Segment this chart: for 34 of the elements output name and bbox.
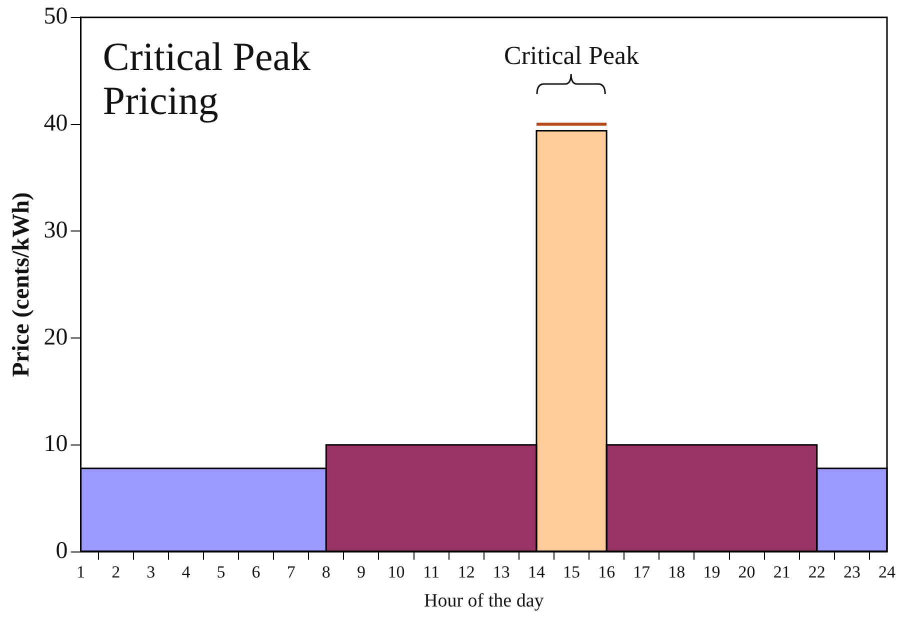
y-axis-title: Price (cents/kWh) <box>8 192 35 377</box>
x-tick-label: 17 <box>633 562 651 582</box>
text: Critical Peak Pricing <box>102 34 311 123</box>
x-tick-label: 18 <box>668 562 686 582</box>
x-tick-label: 8 <box>322 562 330 582</box>
x-tick-label: 16 <box>598 562 616 582</box>
x-tick-label: 10 <box>388 562 405 582</box>
x-tick-label: 23 <box>843 562 860 582</box>
x-tick-label: 3 <box>146 562 156 582</box>
x-tick-label: 20 <box>738 562 756 582</box>
x-tick-label: 22 <box>808 562 826 582</box>
x-tick-label: 9 <box>356 562 366 582</box>
annotation: Critical Peak <box>504 41 640 70</box>
x-tick-label: 24 <box>878 562 896 582</box>
x-tick-label: 7 <box>286 562 296 582</box>
x-tick-label: 15 <box>563 562 580 582</box>
x-tick-label: 13 <box>492 562 510 582</box>
x-tick-label: 19 <box>703 562 720 582</box>
y-tick-label: 10 <box>44 431 68 458</box>
y-tick-label: 40 <box>44 110 68 137</box>
x-axis-title: Hour of the day <box>424 590 544 612</box>
y-tick-label: 50 <box>44 4 68 30</box>
x-tick-label: 5 <box>216 562 226 582</box>
y-tick-label: 30 <box>44 217 68 244</box>
x-tick-label: 11 <box>423 562 440 582</box>
x-tick-label: 1 <box>76 562 86 582</box>
x-tick-label: 21 <box>773 562 790 582</box>
y-tick-label: 0 <box>56 538 68 564</box>
y-tick-label: 20 <box>44 324 68 350</box>
x-tick-label: 12 <box>458 562 475 582</box>
x-tick-label: 4 <box>182 562 191 582</box>
x-tick-label: 14 <box>528 562 546 582</box>
x-tick-label: 6 <box>252 562 260 582</box>
x-tick-label: 2 <box>112 562 120 582</box>
